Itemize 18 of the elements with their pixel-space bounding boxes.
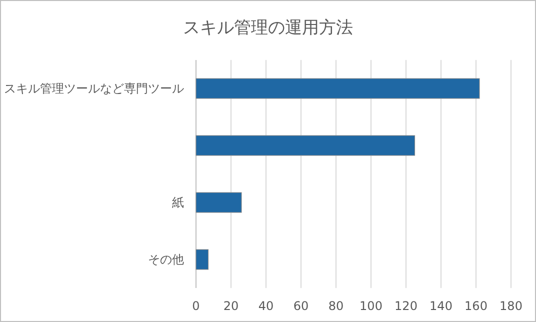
x-tick-label: 60	[293, 299, 309, 313]
x-tick-label: 0	[192, 299, 200, 313]
y-tick-label: 紙	[172, 196, 184, 210]
y-tick-label: その他	[148, 252, 184, 266]
x-tick-label: 100	[360, 299, 382, 313]
bar	[196, 78, 480, 99]
x-tick-label: 140	[430, 299, 452, 313]
x-tick-label: 120	[394, 299, 418, 313]
chart-title: スキル管理の運用方法	[183, 18, 353, 38]
bar	[196, 192, 242, 213]
y-tick-label: スキル管理ツールなど専門ツール	[4, 82, 184, 96]
bar	[196, 135, 416, 156]
x-tick-label: 160	[464, 299, 488, 313]
bar	[196, 249, 209, 270]
x-tick-label: 40	[258, 299, 274, 313]
x-tick-label: 80	[328, 299, 344, 313]
x-tick-label: 180	[500, 299, 522, 313]
x-tick-label: 20	[223, 299, 239, 313]
